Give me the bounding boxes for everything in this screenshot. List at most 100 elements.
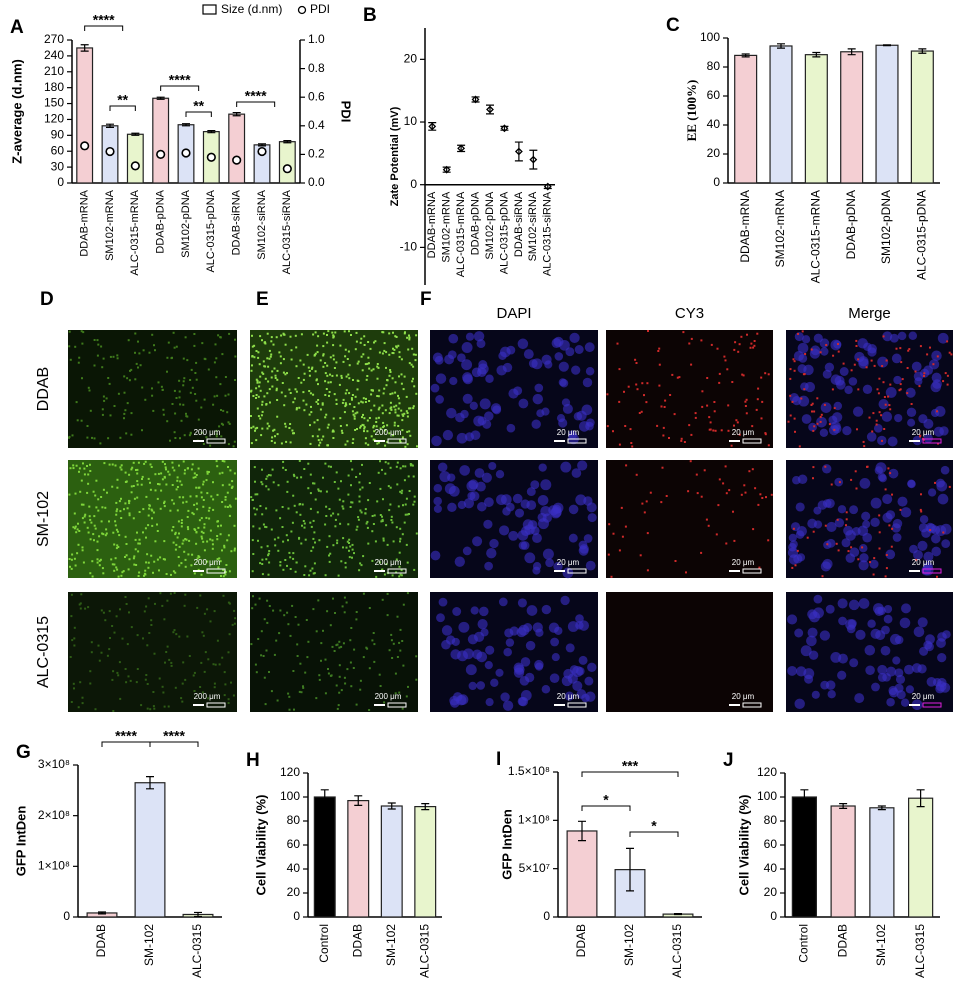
panel-letter: I [496,749,501,770]
signal-speck [399,441,402,444]
pdi-point [282,164,292,174]
signal-speck [183,604,186,607]
signal-speck [111,563,114,566]
signal-speck [193,690,196,692]
signal-speck [381,598,384,601]
signal-speck [319,490,322,493]
nucleus [811,690,820,699]
signal-speck [102,357,105,360]
nucleus [935,478,945,488]
signal-speck [660,501,663,504]
signal-speck [282,358,285,361]
nucleus [484,661,493,670]
signal-speck [906,367,909,369]
signal-speck [293,397,296,400]
nucleus [913,371,924,382]
signal-speck [288,708,291,711]
signal-speck [324,372,327,375]
signal-speck [233,549,236,552]
significance-bracket [160,85,200,91]
nucleus [934,406,946,417]
signal-speck [277,536,280,539]
pdi-point [232,155,242,165]
signal-speck [229,505,232,508]
bar [414,805,437,918]
signal-speck [214,343,217,346]
signal-speck [412,377,414,380]
signal-speck [789,414,792,417]
signal-speck [262,360,265,363]
signal-speck [293,432,295,435]
signal-speck [279,517,282,520]
signal-speck [406,415,409,418]
signal-speck [215,460,218,463]
signal-speck [356,411,359,414]
signal-speck [367,362,370,365]
signal-speck [340,689,343,692]
signal-speck [351,398,353,401]
signal-speck [75,401,78,404]
signal-speck [267,365,270,368]
signal-speck [733,348,736,351]
signal-speck [137,542,140,545]
signal-speck [267,573,270,576]
nucleus [441,625,453,636]
x-tick-label: ALC-0315-siRNA [281,189,293,274]
micrograph: 20 μm [606,330,773,448]
signal-speck [320,642,323,645]
signal-speck [347,350,350,353]
signal-speck [263,676,266,679]
nucleus [807,518,817,529]
nucleus [541,604,552,615]
scale-bar-label: 200 μm [375,428,402,437]
signal-speck [206,472,209,475]
signal-speck [388,412,391,415]
signal-speck [363,430,365,433]
nucleus [854,693,865,704]
nucleus [558,378,567,387]
signal-speck [148,351,151,354]
signal-speck [888,404,891,407]
signal-speck [122,570,125,573]
signal-speck [136,496,139,499]
signal-speck [382,539,385,542]
nucleus [430,550,441,561]
signal-speck [847,550,850,553]
scale-bar [387,568,407,574]
signal-speck [73,527,76,530]
signal-speck [195,531,198,533]
nucleus [817,500,828,510]
signal-speck [322,332,325,335]
nucleus [520,657,531,667]
signal-speck [208,506,211,509]
signal-speck [250,390,252,393]
signal-speck [119,436,122,439]
error-bar [320,789,329,805]
nucleus [573,412,583,421]
signal-speck [158,677,161,680]
signal-speck [116,530,119,533]
nucleus [852,406,864,417]
signal-speck [137,575,140,577]
signal-speck [103,462,106,465]
signal-speck [319,441,322,444]
signal-speck [349,506,352,508]
error-bar [387,802,396,810]
x-tick-label: SM102-siRNA [256,189,268,259]
nucleus [520,541,530,550]
signal-speck [291,604,294,607]
signal-speck [173,346,176,349]
nucleus [568,504,579,515]
signal-speck [73,626,76,629]
signal-speck [252,595,254,598]
signal-speck [105,532,108,535]
signal-speck [166,420,169,423]
significance-label: **** [115,728,137,744]
signal-speck [895,347,898,350]
signal-speck [344,392,347,395]
signal-speck [217,566,220,569]
signal-speck [385,366,387,369]
signal-speck [338,383,341,386]
nucleus [871,682,880,692]
signal-speck [322,476,324,479]
